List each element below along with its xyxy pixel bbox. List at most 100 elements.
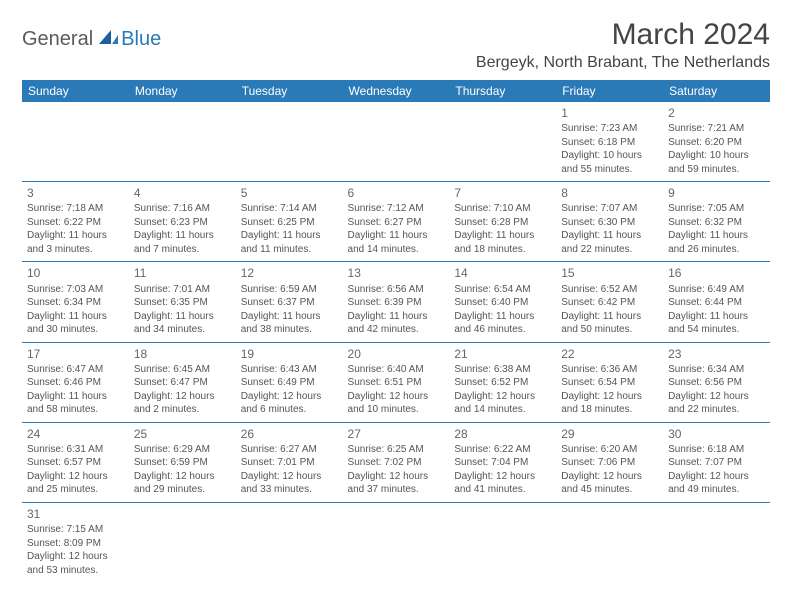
- daylight-text: Daylight: 11 hours: [668, 310, 765, 324]
- calendar-cell: 1Sunrise: 7:23 AMSunset: 6:18 PMDaylight…: [556, 102, 663, 182]
- sunset-text: Sunset: 6:28 PM: [454, 216, 551, 230]
- sunset-text: Sunset: 6:51 PM: [348, 376, 445, 390]
- sunset-text: Sunset: 6:18 PM: [561, 136, 658, 150]
- sunrise-text: Sunrise: 6:25 AM: [348, 443, 445, 457]
- sunset-text: Sunset: 6:49 PM: [241, 376, 338, 390]
- calendar-row: 24Sunrise: 6:31 AMSunset: 6:57 PMDayligh…: [22, 422, 770, 502]
- daylight-text: Daylight: 12 hours: [348, 390, 445, 404]
- daylight-text: and 2 minutes.: [134, 403, 231, 417]
- day-number: 8: [561, 185, 658, 201]
- weekday-header: Saturday: [663, 80, 770, 102]
- daylight-text: and 53 minutes.: [27, 564, 124, 578]
- sunset-text: Sunset: 6:46 PM: [27, 376, 124, 390]
- day-number: 20: [348, 346, 445, 362]
- calendar-cell: [449, 102, 556, 182]
- daylight-text: Daylight: 12 hours: [241, 470, 338, 484]
- daylight-text: and 41 minutes.: [454, 483, 551, 497]
- sunset-text: Sunset: 6:44 PM: [668, 296, 765, 310]
- sunset-text: Sunset: 7:06 PM: [561, 456, 658, 470]
- sunrise-text: Sunrise: 7:01 AM: [134, 283, 231, 297]
- calendar-cell: [129, 502, 236, 582]
- sunrise-text: Sunrise: 7:03 AM: [27, 283, 124, 297]
- title-block: March 2024 Bergeyk, North Brabant, The N…: [476, 18, 770, 72]
- daylight-text: and 14 minutes.: [454, 403, 551, 417]
- weekday-header: Tuesday: [236, 80, 343, 102]
- daylight-text: Daylight: 12 hours: [454, 470, 551, 484]
- calendar-cell: 3Sunrise: 7:18 AMSunset: 6:22 PMDaylight…: [22, 182, 129, 262]
- header: General Blue March 2024 Bergeyk, North B…: [22, 18, 770, 72]
- day-number: 9: [668, 185, 765, 201]
- daylight-text: Daylight: 12 hours: [27, 470, 124, 484]
- calendar-cell: [129, 102, 236, 182]
- daylight-text: Daylight: 12 hours: [668, 390, 765, 404]
- calendar-cell: 8Sunrise: 7:07 AMSunset: 6:30 PMDaylight…: [556, 182, 663, 262]
- daylight-text: and 22 minutes.: [561, 243, 658, 257]
- sunrise-text: Sunrise: 7:23 AM: [561, 122, 658, 136]
- calendar-cell: 31Sunrise: 7:15 AMSunset: 8:09 PMDayligh…: [22, 502, 129, 582]
- daylight-text: and 45 minutes.: [561, 483, 658, 497]
- weekday-header: Wednesday: [343, 80, 450, 102]
- sunrise-text: Sunrise: 6:27 AM: [241, 443, 338, 457]
- daylight-text: and 30 minutes.: [27, 323, 124, 337]
- sunset-text: Sunset: 6:34 PM: [27, 296, 124, 310]
- sunset-text: Sunset: 6:40 PM: [454, 296, 551, 310]
- calendar-cell: 4Sunrise: 7:16 AMSunset: 6:23 PMDaylight…: [129, 182, 236, 262]
- weekday-header: Friday: [556, 80, 663, 102]
- calendar-cell: 28Sunrise: 6:22 AMSunset: 7:04 PMDayligh…: [449, 422, 556, 502]
- logo-text-blue: Blue: [121, 28, 161, 51]
- calendar-cell: 17Sunrise: 6:47 AMSunset: 6:46 PMDayligh…: [22, 342, 129, 422]
- sunrise-text: Sunrise: 7:15 AM: [27, 523, 124, 537]
- sunrise-text: Sunrise: 6:40 AM: [348, 363, 445, 377]
- daylight-text: and 3 minutes.: [27, 243, 124, 257]
- sunset-text: Sunset: 6:52 PM: [454, 376, 551, 390]
- sunrise-text: Sunrise: 6:31 AM: [27, 443, 124, 457]
- sunrise-text: Sunrise: 6:36 AM: [561, 363, 658, 377]
- daylight-text: Daylight: 11 hours: [668, 229, 765, 243]
- weekday-header: Thursday: [449, 80, 556, 102]
- sunset-text: Sunset: 6:54 PM: [561, 376, 658, 390]
- daylight-text: Daylight: 12 hours: [134, 470, 231, 484]
- day-number: 16: [668, 265, 765, 281]
- calendar-cell: 29Sunrise: 6:20 AMSunset: 7:06 PMDayligh…: [556, 422, 663, 502]
- sunset-text: Sunset: 6:30 PM: [561, 216, 658, 230]
- day-number: 5: [241, 185, 338, 201]
- weekday-header: Monday: [129, 80, 236, 102]
- calendar-row: 1Sunrise: 7:23 AMSunset: 6:18 PMDaylight…: [22, 102, 770, 182]
- daylight-text: and 6 minutes.: [241, 403, 338, 417]
- day-number: 2: [668, 105, 765, 121]
- calendar-cell: 22Sunrise: 6:36 AMSunset: 6:54 PMDayligh…: [556, 342, 663, 422]
- daylight-text: and 50 minutes.: [561, 323, 658, 337]
- sunset-text: Sunset: 6:37 PM: [241, 296, 338, 310]
- sunrise-text: Sunrise: 6:20 AM: [561, 443, 658, 457]
- sunset-text: Sunset: 7:04 PM: [454, 456, 551, 470]
- sunset-text: Sunset: 6:35 PM: [134, 296, 231, 310]
- daylight-text: and 18 minutes.: [454, 243, 551, 257]
- daylight-text: and 59 minutes.: [668, 163, 765, 177]
- day-number: 3: [27, 185, 124, 201]
- day-number: 22: [561, 346, 658, 362]
- sunrise-text: Sunrise: 7:05 AM: [668, 202, 765, 216]
- daylight-text: and 10 minutes.: [348, 403, 445, 417]
- daylight-text: Daylight: 12 hours: [134, 390, 231, 404]
- day-number: 26: [241, 426, 338, 442]
- sunset-text: Sunset: 6:23 PM: [134, 216, 231, 230]
- daylight-text: Daylight: 11 hours: [27, 229, 124, 243]
- daylight-text: Daylight: 12 hours: [241, 390, 338, 404]
- sunset-text: Sunset: 6:27 PM: [348, 216, 445, 230]
- sunrise-text: Sunrise: 6:18 AM: [668, 443, 765, 457]
- weekday-header: Sunday: [22, 80, 129, 102]
- daylight-text: Daylight: 11 hours: [348, 310, 445, 324]
- sunset-text: Sunset: 6:32 PM: [668, 216, 765, 230]
- daylight-text: and 55 minutes.: [561, 163, 658, 177]
- day-number: 21: [454, 346, 551, 362]
- sunrise-text: Sunrise: 6:45 AM: [134, 363, 231, 377]
- day-number: 14: [454, 265, 551, 281]
- calendar-cell: 2Sunrise: 7:21 AMSunset: 6:20 PMDaylight…: [663, 102, 770, 182]
- day-number: 12: [241, 265, 338, 281]
- sunset-text: Sunset: 7:02 PM: [348, 456, 445, 470]
- calendar-row: 31Sunrise: 7:15 AMSunset: 8:09 PMDayligh…: [22, 502, 770, 582]
- page-title: March 2024: [476, 18, 770, 52]
- calendar-cell: 6Sunrise: 7:12 AMSunset: 6:27 PMDaylight…: [343, 182, 450, 262]
- day-number: 1: [561, 105, 658, 121]
- daylight-text: Daylight: 11 hours: [348, 229, 445, 243]
